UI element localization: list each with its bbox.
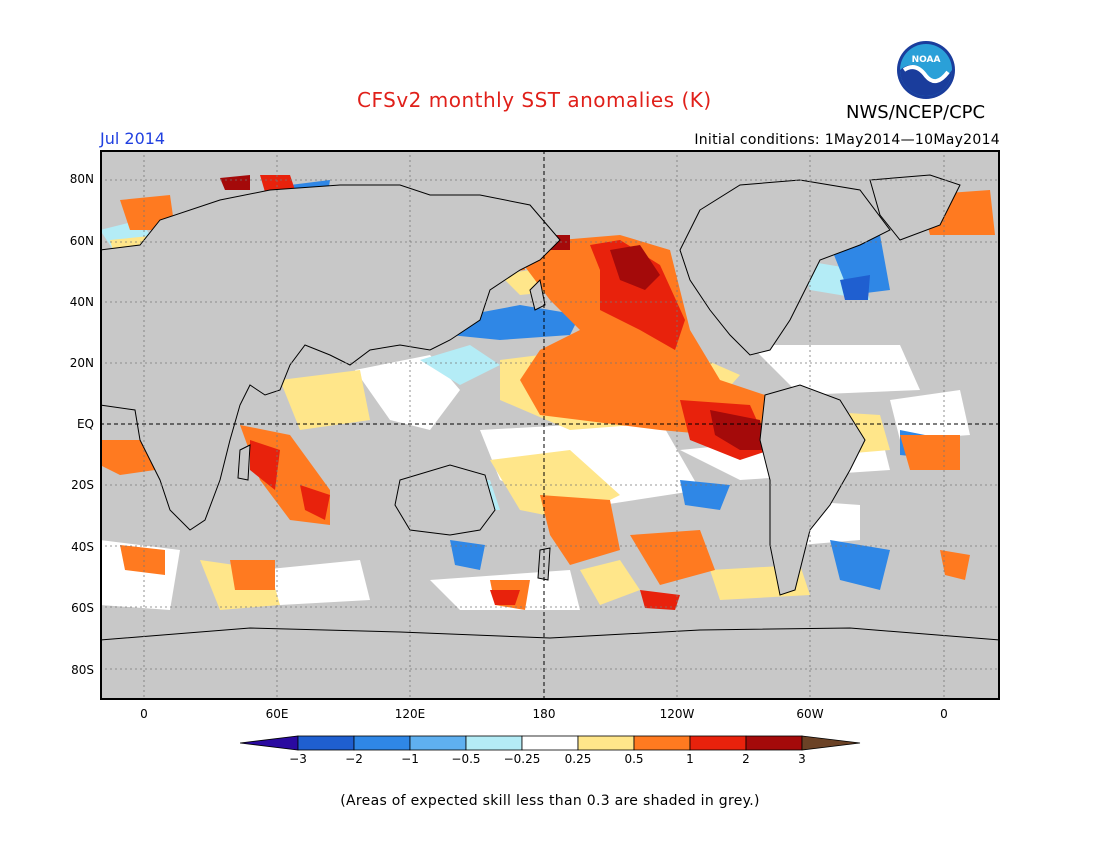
colorbar-tick-label: 1 (686, 752, 694, 766)
eurasia-africa (100, 184, 561, 531)
chart-title: CFSv2 monthly SST anomalies (K) (357, 88, 712, 112)
colorbar-tick-label: −3 (289, 752, 307, 766)
colorbar-swatch (745, 735, 803, 751)
equator-and-dateline (100, 150, 1000, 700)
lon-label-120e: 120E (394, 707, 426, 721)
colorbar-swatch (409, 735, 467, 751)
colorbar-arrow-low (240, 735, 299, 751)
lat-label-20s: 20S (71, 478, 94, 492)
greenland (869, 174, 961, 241)
colorbar-swatch (465, 735, 523, 751)
colorbar-swatch (689, 735, 747, 751)
australia (394, 464, 496, 536)
colorbar-tick-label: −0.25 (503, 752, 541, 766)
sst-anomaly-map (100, 150, 1000, 700)
japan (529, 278, 546, 311)
noaa-logo: NOAA (897, 41, 955, 99)
lat-label-20n: 20N (69, 356, 94, 370)
colorbar-swatch (353, 735, 411, 751)
continents (100, 174, 1000, 700)
lon-label-120w: 120W (659, 707, 695, 721)
lon-label-60e: 60E (265, 707, 289, 721)
colorbar-tick-label: 0.25 (564, 752, 592, 766)
organization-label: NWS/NCEP/CPC (846, 102, 986, 123)
skill-note: (Areas of expected skill less than 0.3 a… (340, 793, 760, 809)
colorbar-swatch (577, 735, 635, 751)
colorbar-swatch (297, 735, 355, 751)
colorbar (240, 735, 861, 751)
madagascar (237, 444, 251, 481)
colorbar-arrow-high (801, 735, 861, 751)
colorbar-tick-label: 0.5 (624, 752, 644, 766)
lat-label-40s: 40S (71, 540, 94, 554)
graticule (100, 150, 1000, 700)
map-frame (100, 150, 1000, 700)
lat-label-80n: 80N (69, 172, 94, 186)
lon-label-0-right: 0 (940, 707, 948, 721)
lat-label-60n: 60N (69, 234, 94, 248)
colorbar-swatch (521, 735, 579, 751)
colorbar-tick-label: −0.5 (451, 752, 481, 766)
forecast-month: Jul 2014 (100, 129, 166, 148)
colorbar-tick-label: 3 (798, 752, 806, 766)
lat-label-40n: 40N (69, 295, 94, 309)
initial-conditions-range: 1May2014—10May2014 (824, 132, 1000, 148)
lon-label-0-left: 0 (140, 707, 148, 721)
lon-label-180: 180 (532, 707, 556, 721)
colorbar-tick-label: 2 (742, 752, 750, 766)
colorbar-swatch (633, 735, 691, 751)
initial-conditions-label: Initial conditions: (694, 132, 820, 148)
lon-label-60w: 60W (796, 707, 824, 721)
lat-label-60s: 60S (71, 601, 94, 615)
colorbar-tick-label: −1 (401, 752, 419, 766)
svg-text:NOAA: NOAA (912, 55, 941, 65)
lat-label-80s: 80S (71, 663, 94, 677)
colorbar-tick-label: −2 (345, 752, 363, 766)
initial-conditions: Initial conditions: 1May2014—10May2014 (694, 132, 1000, 148)
antarctica (100, 627, 1000, 700)
strong-warm-anomalies (250, 175, 770, 610)
north-america (679, 179, 891, 356)
lat-label-eq: EQ (76, 417, 94, 431)
